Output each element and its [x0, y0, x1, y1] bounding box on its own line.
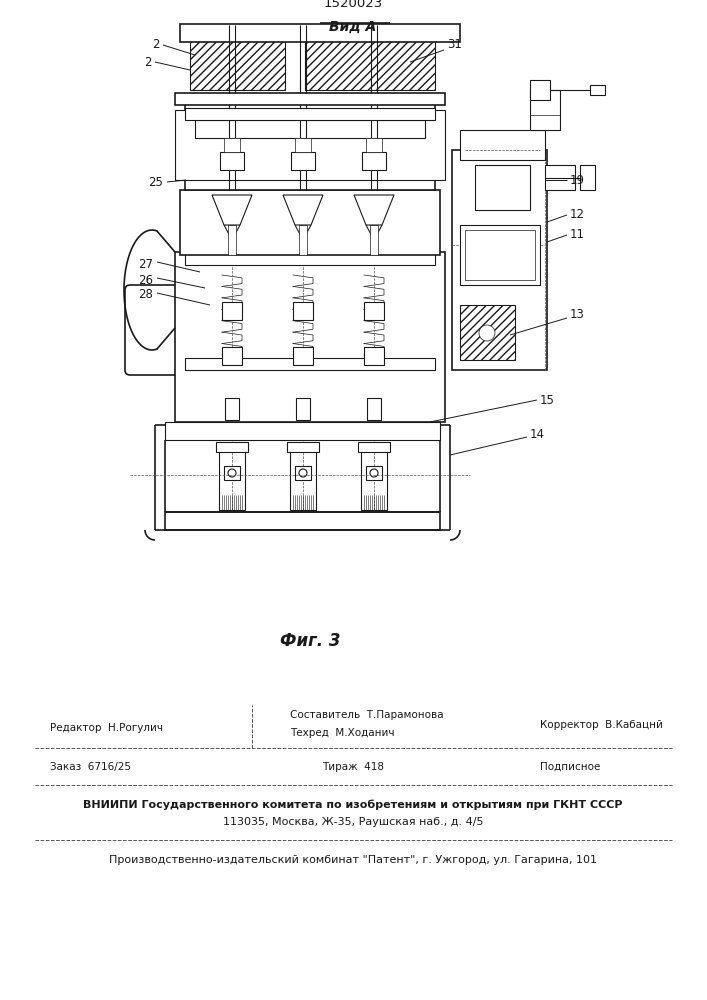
Bar — [287, 442, 319, 452]
Text: 11: 11 — [570, 229, 585, 241]
FancyBboxPatch shape — [125, 285, 185, 375]
Text: 14: 14 — [530, 428, 545, 442]
Text: Корректор  В.Кабацнй: Корректор В.Кабацнй — [540, 720, 663, 730]
Bar — [220, 152, 244, 170]
Bar — [590, 85, 605, 95]
Text: 19: 19 — [570, 174, 585, 186]
Circle shape — [479, 325, 495, 341]
Bar — [299, 225, 307, 255]
Text: 13: 13 — [570, 308, 585, 322]
Bar — [362, 152, 386, 170]
Polygon shape — [212, 195, 252, 225]
Bar — [175, 252, 445, 422]
Bar — [366, 138, 382, 152]
Bar — [185, 251, 435, 265]
Text: Тираж  418: Тираж 418 — [322, 762, 384, 772]
Bar — [452, 150, 547, 370]
Bar — [370, 225, 378, 255]
Text: 31: 31 — [447, 38, 462, 51]
Bar — [293, 347, 313, 365]
Bar — [225, 398, 239, 420]
Bar — [175, 93, 445, 105]
Text: Заказ  6716/25: Заказ 6716/25 — [50, 762, 131, 772]
Text: Вид А: Вид А — [329, 20, 377, 34]
Bar — [580, 165, 595, 190]
Bar — [290, 445, 316, 510]
Bar — [222, 302, 242, 320]
Text: 28: 28 — [138, 288, 153, 302]
Bar — [295, 466, 311, 480]
Bar — [358, 442, 390, 452]
Bar — [185, 100, 435, 190]
Text: Составитель  Т.Парамонова: Составитель Т.Парамонова — [290, 710, 443, 720]
Text: 2: 2 — [153, 38, 160, 51]
Bar — [460, 130, 545, 160]
Text: 1520023: 1520023 — [323, 0, 382, 10]
Text: Подписное: Подписное — [540, 762, 600, 772]
Bar — [185, 108, 435, 120]
Text: Техред  М.Ходанич: Техред М.Ходанич — [290, 728, 395, 738]
Bar — [293, 302, 313, 320]
Text: 27: 27 — [138, 258, 153, 271]
Text: 113035, Москва, Ж-35, Раушская наб., д. 4/5: 113035, Москва, Ж-35, Раушская наб., д. … — [223, 817, 484, 827]
Bar — [366, 466, 382, 480]
Bar — [185, 358, 435, 370]
Bar — [530, 80, 550, 100]
Text: Производственно-издательский комбинат "Патент", г. Ужгород, ул. Гагарина, 101: Производственно-издательский комбинат "П… — [109, 855, 597, 865]
Polygon shape — [283, 195, 323, 225]
Bar — [224, 138, 240, 152]
Bar — [305, 40, 435, 90]
Circle shape — [370, 469, 378, 477]
Bar — [216, 442, 248, 452]
Bar — [295, 138, 311, 152]
Text: 12: 12 — [570, 209, 585, 222]
Bar — [530, 90, 560, 130]
Text: 2: 2 — [144, 55, 152, 68]
Polygon shape — [354, 195, 394, 225]
Bar — [195, 120, 425, 138]
Bar — [475, 165, 530, 210]
Bar — [296, 398, 310, 420]
Text: 26: 26 — [138, 273, 153, 286]
Bar — [364, 302, 384, 320]
Bar — [175, 110, 445, 180]
Bar — [460, 225, 540, 285]
Text: Редактор  Н.Рогулич: Редактор Н.Рогулич — [50, 723, 163, 733]
Bar — [228, 225, 236, 255]
Bar — [291, 152, 315, 170]
Bar — [219, 445, 245, 510]
Text: Фиг. 3: Фиг. 3 — [280, 632, 340, 650]
Text: ВНИИПИ Государственного комитета по изобретениям и открытиям при ГКНТ СССР: ВНИИПИ Государственного комитета по изоб… — [83, 800, 623, 810]
Bar — [361, 445, 387, 510]
Bar — [165, 422, 440, 440]
Bar — [180, 24, 460, 42]
Bar — [460, 305, 515, 360]
Circle shape — [299, 469, 307, 477]
Bar — [367, 398, 381, 420]
Bar — [180, 190, 440, 255]
Bar — [222, 347, 242, 365]
Bar — [465, 230, 535, 280]
Text: 25: 25 — [148, 176, 163, 188]
Bar — [190, 40, 285, 90]
Text: 15: 15 — [540, 393, 555, 406]
Bar — [165, 512, 440, 530]
Circle shape — [228, 469, 236, 477]
Circle shape — [484, 330, 490, 336]
Bar — [224, 466, 240, 480]
Bar — [545, 165, 575, 190]
Bar — [364, 347, 384, 365]
